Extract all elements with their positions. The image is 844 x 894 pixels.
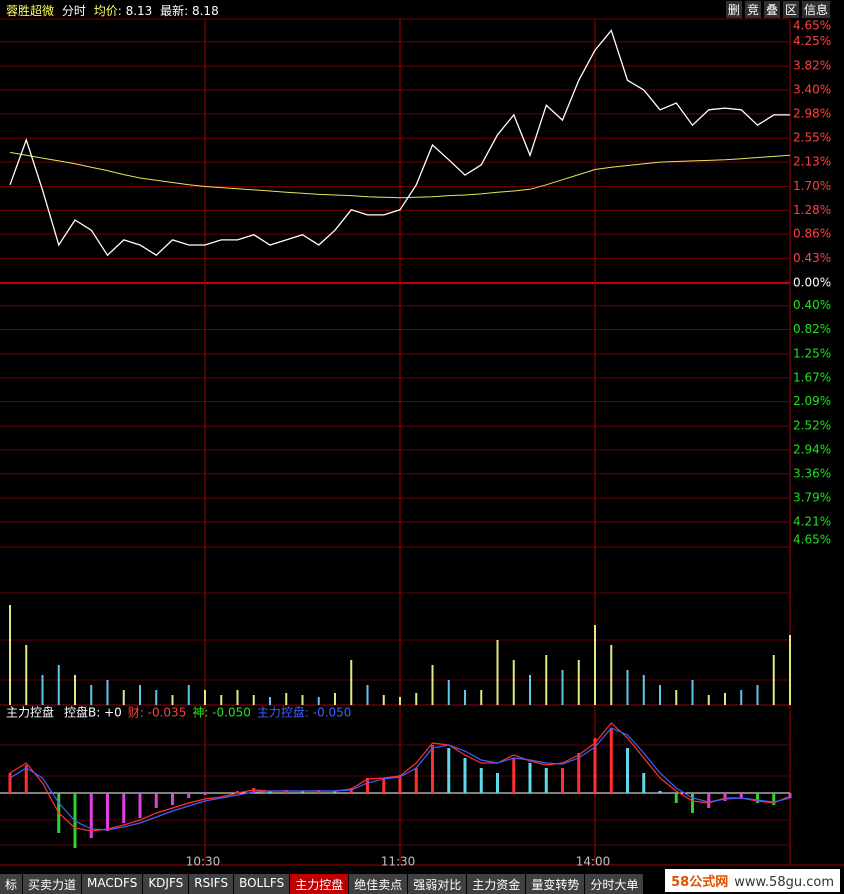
tab[interactable]: 强弱对比	[408, 874, 468, 894]
avg-value: 8.13	[125, 4, 153, 18]
mode: 分时	[61, 4, 86, 18]
y-tick-label: 2.09%	[793, 394, 831, 408]
tab[interactable]: KDJFS	[143, 874, 190, 894]
average-line	[9, 151, 791, 199]
price-line	[9, 29, 790, 257]
tab[interactable]: 主力资金	[467, 874, 527, 894]
y-tick-label: 3.82%	[793, 59, 831, 73]
y-tick-label: 4.21%	[793, 515, 831, 529]
tab[interactable]: 标	[0, 874, 24, 894]
y-tick-label: 3.79%	[793, 491, 831, 505]
y-tick-label: 3.40%	[793, 82, 831, 96]
y-tick-label: 0.40%	[793, 298, 831, 312]
legend-entry: 财: -0.035	[128, 706, 187, 720]
tab[interactable]: 主力控盘	[290, 874, 350, 894]
last-value: 8.18	[191, 4, 219, 18]
y-tick-label: 2.52%	[793, 419, 831, 433]
y-tick-label: 0.82%	[793, 322, 831, 336]
indicator-title: 主力控盘	[6, 705, 54, 720]
tool-button[interactable]: 竞	[744, 1, 761, 18]
tool-button[interactable]: 区	[782, 1, 799, 18]
legend-entry: 神: -0.050	[192, 706, 251, 720]
legend-entry: 控盘B: +0	[64, 705, 122, 720]
y-tick-label: 1.67%	[793, 370, 831, 384]
y-tick-label: 4.65%	[793, 533, 831, 547]
indicator-line	[9, 727, 791, 831]
y-tick-label: 0.00%	[793, 276, 831, 290]
y-tick-label: 4.65%	[793, 19, 831, 33]
tool-button[interactable]: 叠	[763, 1, 780, 18]
y-tick-label: 2.13%	[793, 155, 831, 169]
y-tick-label: 2.55%	[793, 131, 831, 145]
tab[interactable]: BOLLFS	[234, 874, 291, 894]
y-tick-label: 2.94%	[793, 442, 831, 456]
watermark: 58公式网 www.58gu.com	[665, 869, 840, 892]
url: www.58gu.com	[734, 875, 834, 890]
y-tick-label: 3.36%	[793, 466, 831, 480]
tab[interactable]: 绝佳卖点	[349, 874, 409, 894]
tool-button[interactable]: 删	[725, 1, 742, 18]
header: 蓉胜超微 分时 均价: 8.13 最新: 8.18	[6, 2, 223, 19]
x-tick-label: 11:30	[381, 855, 416, 869]
tab[interactable]: 分时大单	[585, 874, 645, 894]
toolbar: 删竞叠区信息	[725, 1, 830, 18]
y-tick-label: 1.70%	[793, 179, 831, 193]
y-tick-label: 0.43%	[793, 251, 831, 265]
tab[interactable]: MACDFS	[82, 874, 144, 894]
legend-entry: 主力控盘: -0.050	[257, 705, 352, 720]
indicator-line	[9, 722, 791, 832]
x-tick-label: 10:30	[186, 855, 221, 869]
avg-label: 均价:	[93, 4, 122, 18]
y-tick-label: 4.25%	[793, 34, 831, 48]
tab[interactable]: 量变转势	[526, 874, 586, 894]
tab[interactable]: RSIFS	[189, 874, 235, 894]
x-tick-label: 14:00	[576, 855, 611, 869]
brand: 58公式网	[671, 875, 729, 890]
y-tick-label: 1.25%	[793, 346, 831, 360]
stock-name: 蓉胜超微	[6, 4, 55, 18]
tab-bar: 标买卖力道 MACDFS KDJFS RSIFS BOLLFS 主力控盘 绝佳卖点 强弱对比主…	[0, 874, 645, 894]
tool-button[interactable]: 信息	[801, 1, 830, 18]
y-tick-label: 0.86%	[793, 227, 831, 241]
tab[interactable]: 买卖力道	[23, 874, 83, 894]
y-tick-label: 1.28%	[793, 203, 831, 217]
last-label: 最新:	[160, 4, 189, 18]
y-tick-label: 2.98%	[793, 106, 831, 120]
